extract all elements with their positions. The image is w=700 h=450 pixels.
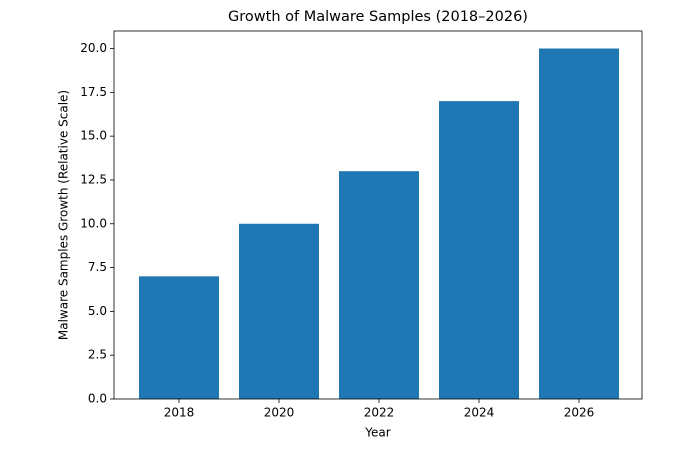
y-tick-label: 7.5: [88, 260, 107, 274]
bar: [439, 101, 519, 399]
y-tick-label: 15.0: [80, 129, 107, 143]
x-tick-label: 2018: [164, 406, 195, 420]
bar: [139, 276, 219, 399]
y-tick-label: 10.0: [80, 216, 107, 230]
y-tick-label: 17.5: [80, 85, 107, 99]
y-axis-label: Malware Samples Growth (Relative Scale): [57, 90, 71, 340]
y-tick-label: 0.0: [88, 392, 107, 406]
x-tick-label: 2022: [364, 406, 395, 420]
x-axis-label: Year: [364, 426, 390, 440]
y-tick-label: 12.5: [80, 172, 107, 186]
x-tick-label: 2020: [264, 406, 295, 420]
bar: [339, 171, 419, 399]
axes-frame: [113, 30, 643, 400]
chart-title: Growth of Malware Samples (2018–2026): [228, 9, 528, 25]
bar: [239, 223, 319, 399]
x-tick-label: 2026: [564, 406, 595, 420]
y-tick-label: 2.5: [88, 348, 107, 362]
bar: [539, 48, 619, 400]
y-tick-label: 5.0: [88, 304, 107, 318]
y-tick-label: 20.0: [80, 41, 107, 55]
x-tick-label: 2024: [464, 406, 495, 420]
